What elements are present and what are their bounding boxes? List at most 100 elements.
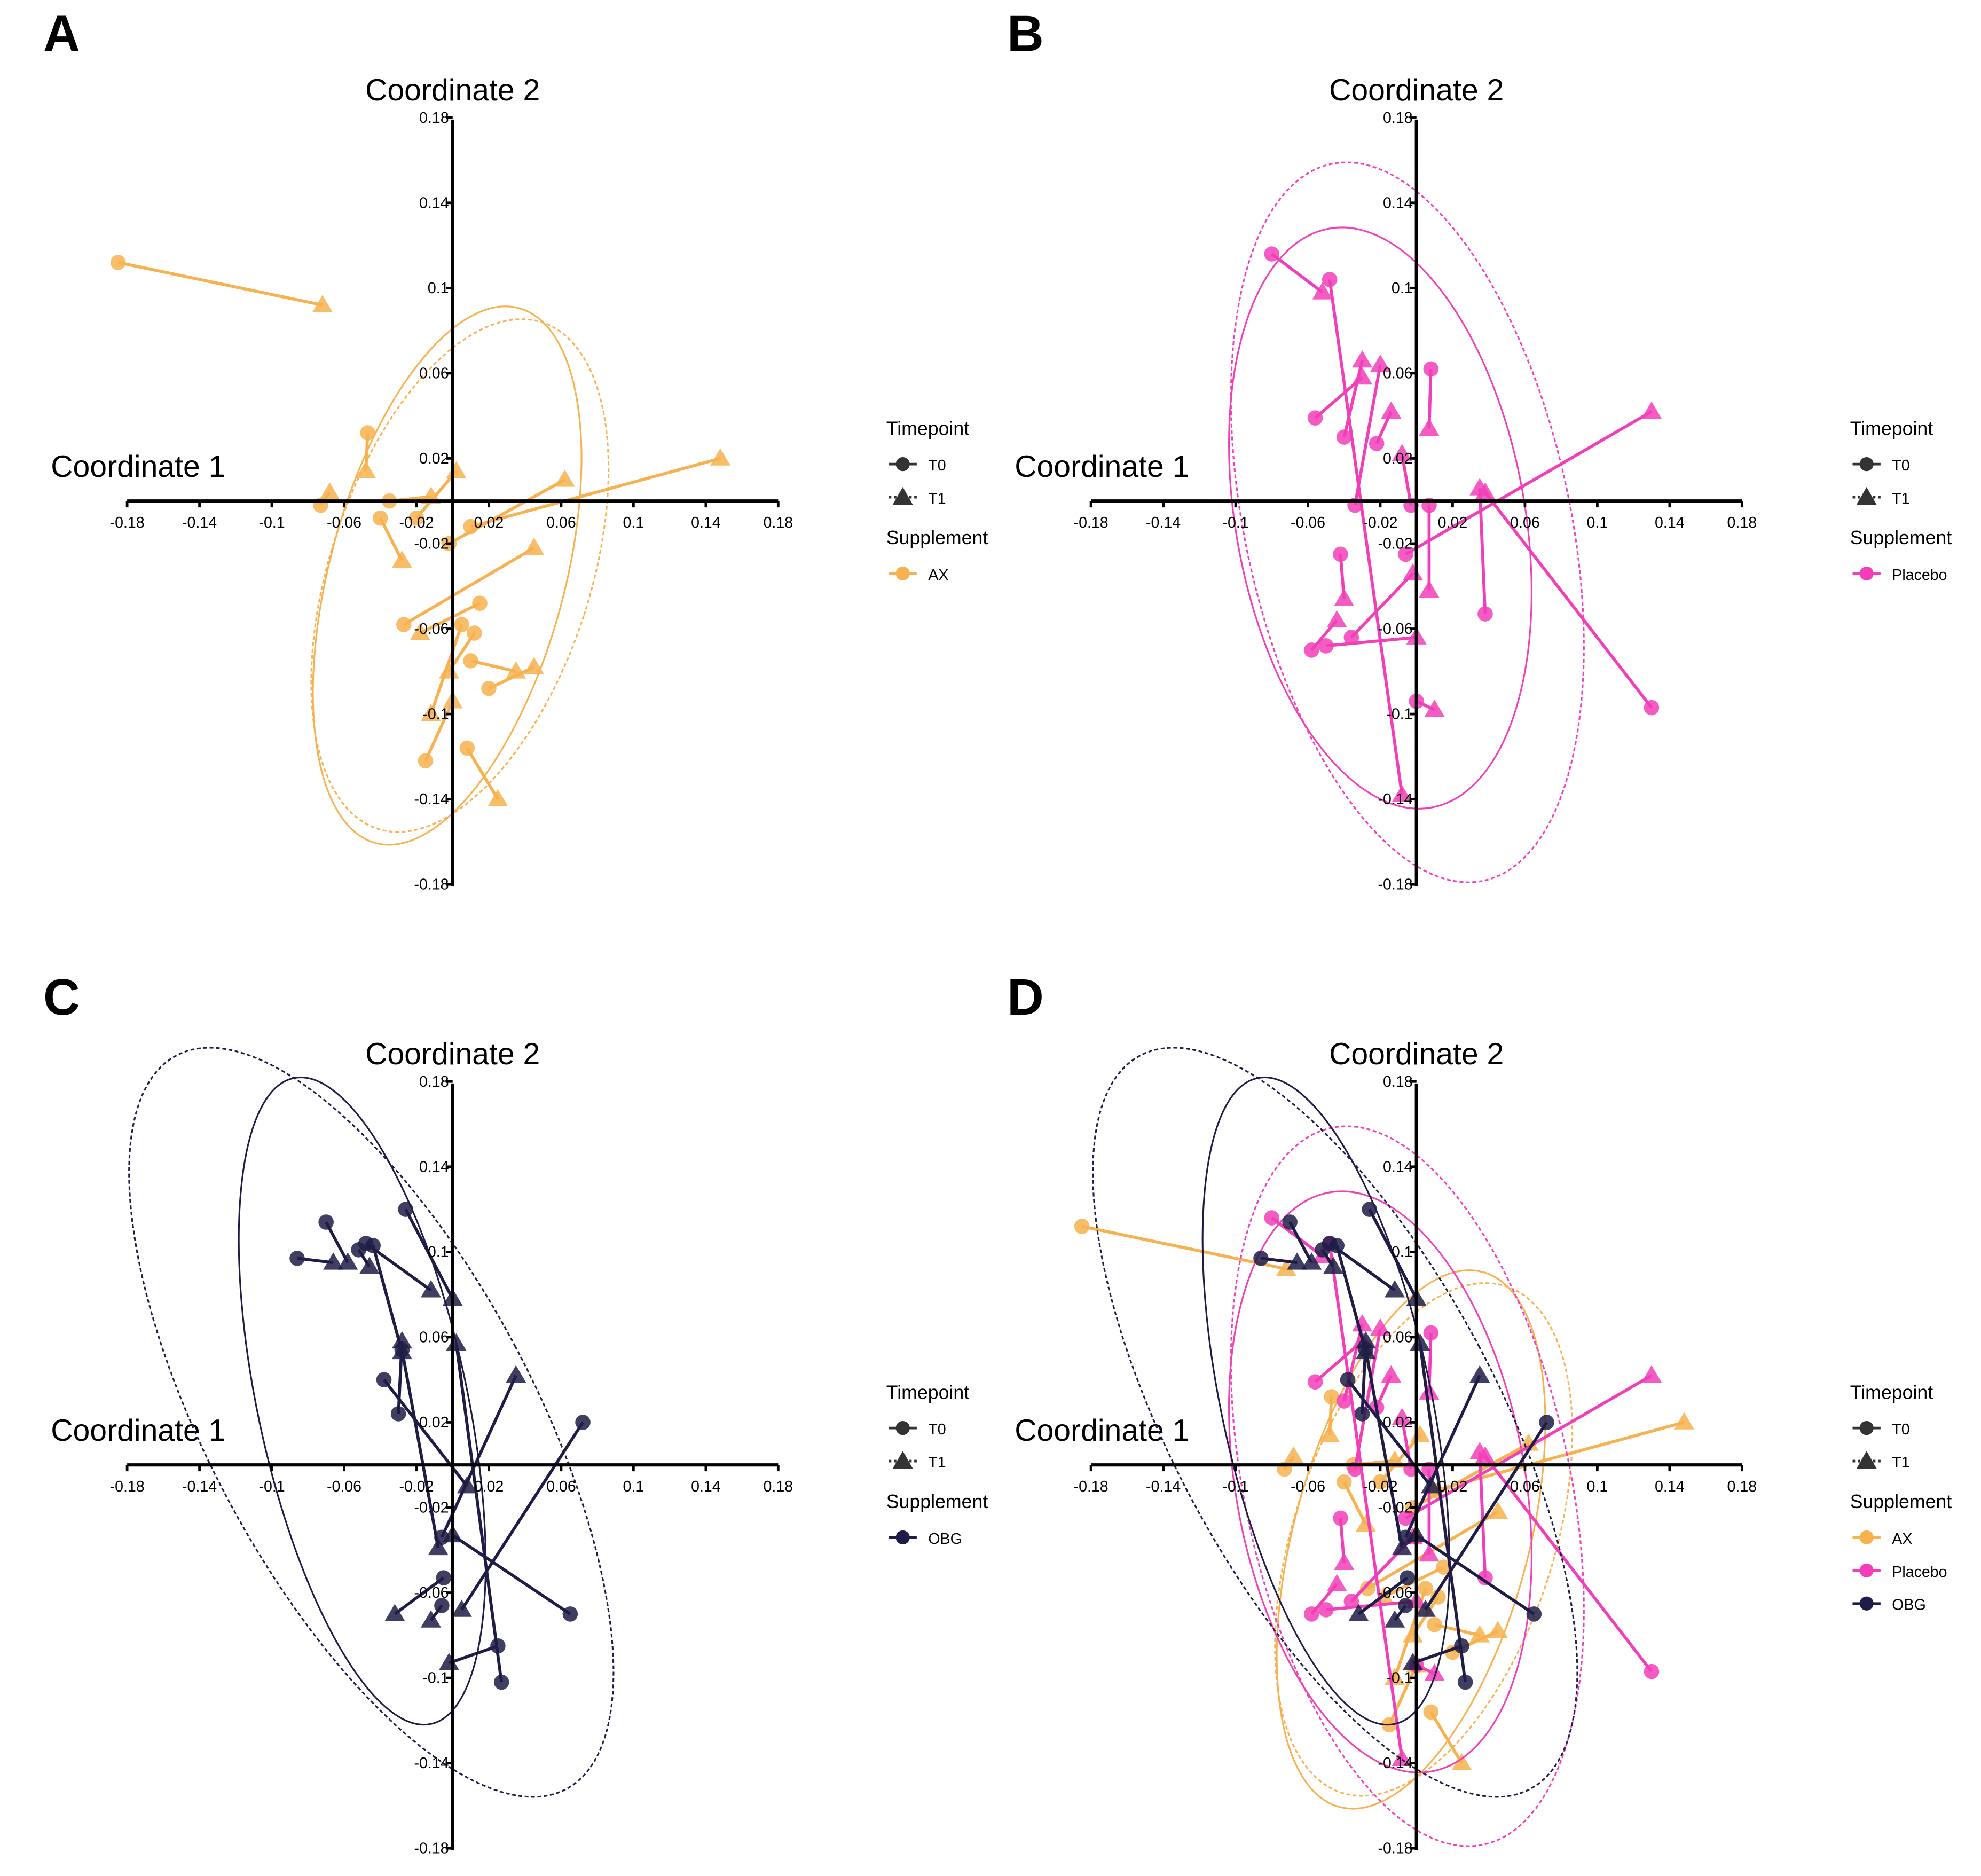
- point-t0: [1324, 1389, 1339, 1404]
- point-t0: [318, 1214, 334, 1230]
- pair-line: [1416, 1534, 1535, 1615]
- ellipse-t0-obg: [238, 1076, 487, 1726]
- point-t1: [337, 1252, 358, 1270]
- x-tick-label: 0.02: [1438, 1478, 1468, 1495]
- legend-t0-marker: [1859, 1421, 1874, 1435]
- point-t1: [391, 1331, 412, 1349]
- x-tick-label: -0.14: [1146, 1478, 1181, 1495]
- pair-line: [1350, 572, 1414, 639]
- x-tick-label: 0.06: [546, 514, 576, 531]
- ellipse-t1-obg: [128, 1047, 615, 1798]
- x-tick-label: 0.1: [1587, 514, 1608, 531]
- legend-supplement-label: OBG: [1892, 1597, 1926, 1614]
- pair-line: [1364, 1349, 1404, 1549]
- point-t1: [1276, 1259, 1296, 1276]
- point-t0: [454, 617, 469, 632]
- x-tick-label: 0.14: [1655, 1478, 1685, 1495]
- point-t0: [463, 519, 478, 535]
- point-t1: [506, 1365, 526, 1383]
- point-t0: [1343, 630, 1359, 645]
- point-t1: [457, 1476, 477, 1494]
- point-t0: [1423, 361, 1439, 377]
- y-tick-label: 0.02: [419, 450, 449, 467]
- point-t1: [524, 657, 545, 674]
- legend-supplement-marker: [895, 1530, 910, 1545]
- pair-line: [1271, 253, 1324, 294]
- point-t0: [1333, 546, 1348, 562]
- pair-line: [404, 1208, 454, 1300]
- point-t0: [1423, 1325, 1439, 1341]
- point-t0: [1304, 1606, 1319, 1622]
- data-layer: [1228, 161, 1662, 883]
- legend-timepoint-title: Timepoint: [1850, 418, 1933, 439]
- pair-line: [1400, 453, 1413, 506]
- point-t0: [1304, 642, 1319, 658]
- point-t0: [436, 1570, 452, 1585]
- point-t1: [1469, 1365, 1490, 1383]
- pair-line: [1484, 491, 1653, 709]
- pair-line: [1427, 368, 1433, 429]
- x-tick-label: 0.02: [1438, 514, 1468, 531]
- point-t0: [1398, 1529, 1413, 1545]
- y-tick-label: 0.14: [419, 194, 449, 211]
- point-t0: [1307, 410, 1323, 426]
- point-t0: [418, 753, 434, 769]
- legend-supplement-marker: [1859, 566, 1874, 581]
- x-tick-label: 0.1: [1587, 1478, 1608, 1495]
- point-t0: [1644, 700, 1660, 716]
- legend-t0-label: T0: [928, 1421, 946, 1438]
- point-t1: [506, 661, 526, 679]
- point-t1: [421, 1610, 442, 1628]
- x-tick-label: 0.14: [691, 514, 721, 531]
- point-t0: [1307, 1374, 1323, 1390]
- pair-line: [1379, 1434, 1421, 1483]
- x-tick-label: -0.02: [399, 1478, 434, 1495]
- pair-line: [394, 1576, 445, 1615]
- point-t1: [1319, 1425, 1340, 1442]
- legend-timepoint-title: Timepoint: [1850, 1382, 1933, 1403]
- legend-supplement-marker: [1859, 1596, 1874, 1611]
- pair-line: [1357, 1576, 1409, 1615]
- pair-line: [470, 457, 721, 528]
- y-axis-title: Coordinate 2: [365, 73, 540, 107]
- y-tick-label: 0.18: [1383, 1073, 1413, 1090]
- x-tick-label: -0.14: [182, 1478, 217, 1495]
- pair-line: [1478, 1452, 1487, 1578]
- x-axis-title: Coordinate 1: [51, 1414, 225, 1448]
- x-tick-label: -0.06: [327, 1478, 361, 1495]
- pair-line: [1429, 1711, 1463, 1764]
- point-t0: [1264, 246, 1280, 262]
- pair-line: [1484, 1455, 1653, 1673]
- x-tick-label: -0.1: [1222, 514, 1248, 531]
- point-t0: [1362, 1202, 1377, 1217]
- point-t0: [1336, 1393, 1352, 1409]
- ellipse-t1-ax: [310, 318, 610, 833]
- point-t1: [1424, 1663, 1445, 1681]
- y-tick-label: 0.02: [1383, 450, 1413, 467]
- y-tick-label: 0.06: [419, 1329, 449, 1346]
- point-t0: [1318, 638, 1334, 654]
- y-tick-label: -0.14: [1378, 791, 1412, 808]
- y-tick-label: -0.02: [414, 1500, 449, 1517]
- point-t1: [438, 661, 460, 679]
- y-tick-label: -0.06: [1378, 1584, 1412, 1602]
- legend-t0-marker: [895, 457, 910, 472]
- legend-t0-label: T0: [1892, 457, 1909, 474]
- point-t1: [312, 295, 333, 312]
- point-t1: [1419, 1382, 1440, 1400]
- point-t1: [1370, 1318, 1391, 1336]
- point-t0: [408, 510, 424, 526]
- point-t1: [1323, 1257, 1343, 1274]
- x-tick-label: 0.02: [474, 1478, 504, 1495]
- point-t0: [398, 1202, 413, 1217]
- x-tick-label: 0.18: [1727, 514, 1757, 531]
- pair-line: [1478, 488, 1487, 614]
- series-obg: [1092, 1047, 1578, 1798]
- point-t1: [1352, 367, 1373, 385]
- point-t0: [1354, 1406, 1370, 1422]
- point-t0: [493, 1674, 509, 1690]
- pair-line: [1388, 1664, 1418, 1726]
- point-t1: [1385, 1610, 1405, 1628]
